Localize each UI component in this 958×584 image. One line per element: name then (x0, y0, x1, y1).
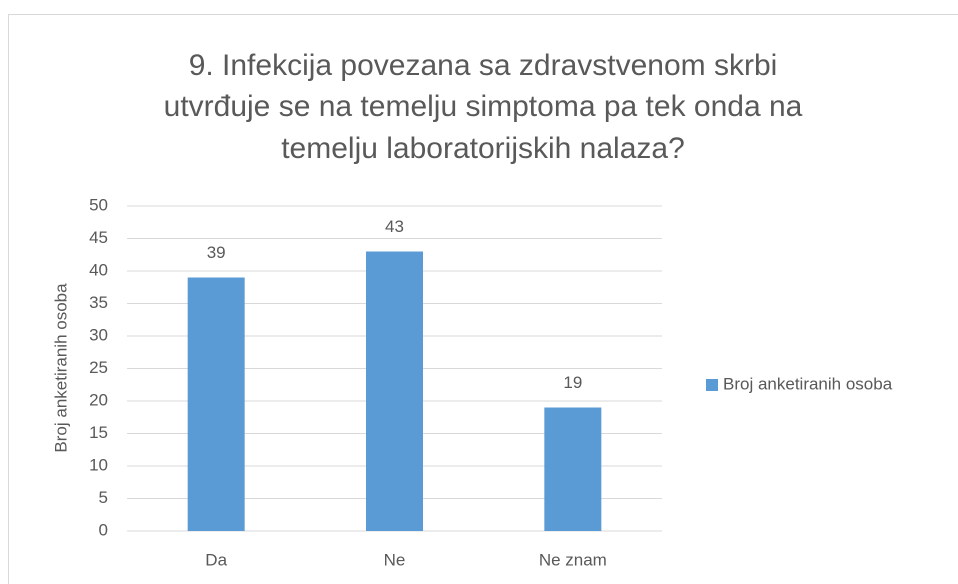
chart-title: temelju laboratorijskih nalaza? (281, 132, 685, 165)
x-tick-label: Ne znam (539, 550, 607, 569)
y-tick-label: 25 (89, 358, 108, 377)
chart-title: 9. Infekcija povezana sa zdravstvenom sk… (189, 49, 778, 82)
y-tick-label: 35 (89, 293, 108, 312)
x-tick-label: Da (205, 550, 227, 569)
x-tick-label: Ne (384, 550, 406, 569)
y-tick-label: 50 (89, 195, 108, 214)
y-tick-label: 10 (89, 455, 108, 474)
data-label: 39 (207, 243, 226, 262)
y-tick-label: 40 (89, 260, 108, 279)
y-tick-label: 15 (89, 423, 108, 442)
y-tick-label: 30 (89, 325, 108, 344)
y-axis-label: Broj anketiranih osoba (51, 283, 70, 453)
bar (366, 251, 423, 531)
y-tick-label: 20 (89, 390, 108, 409)
data-label: 19 (563, 373, 582, 392)
bar (544, 407, 602, 531)
y-tick-label: 0 (99, 520, 108, 539)
chart-title: utvrđuje se na temelju simptoma pa tek o… (164, 90, 803, 123)
data-label: 43 (385, 217, 404, 236)
bar (187, 277, 245, 531)
y-tick-label: 5 (99, 488, 108, 507)
legend-swatch (706, 379, 718, 391)
y-tick-label: 45 (89, 228, 108, 247)
legend-label: Broj anketiranih osoba (723, 374, 893, 393)
chart-frame (8, 14, 958, 584)
